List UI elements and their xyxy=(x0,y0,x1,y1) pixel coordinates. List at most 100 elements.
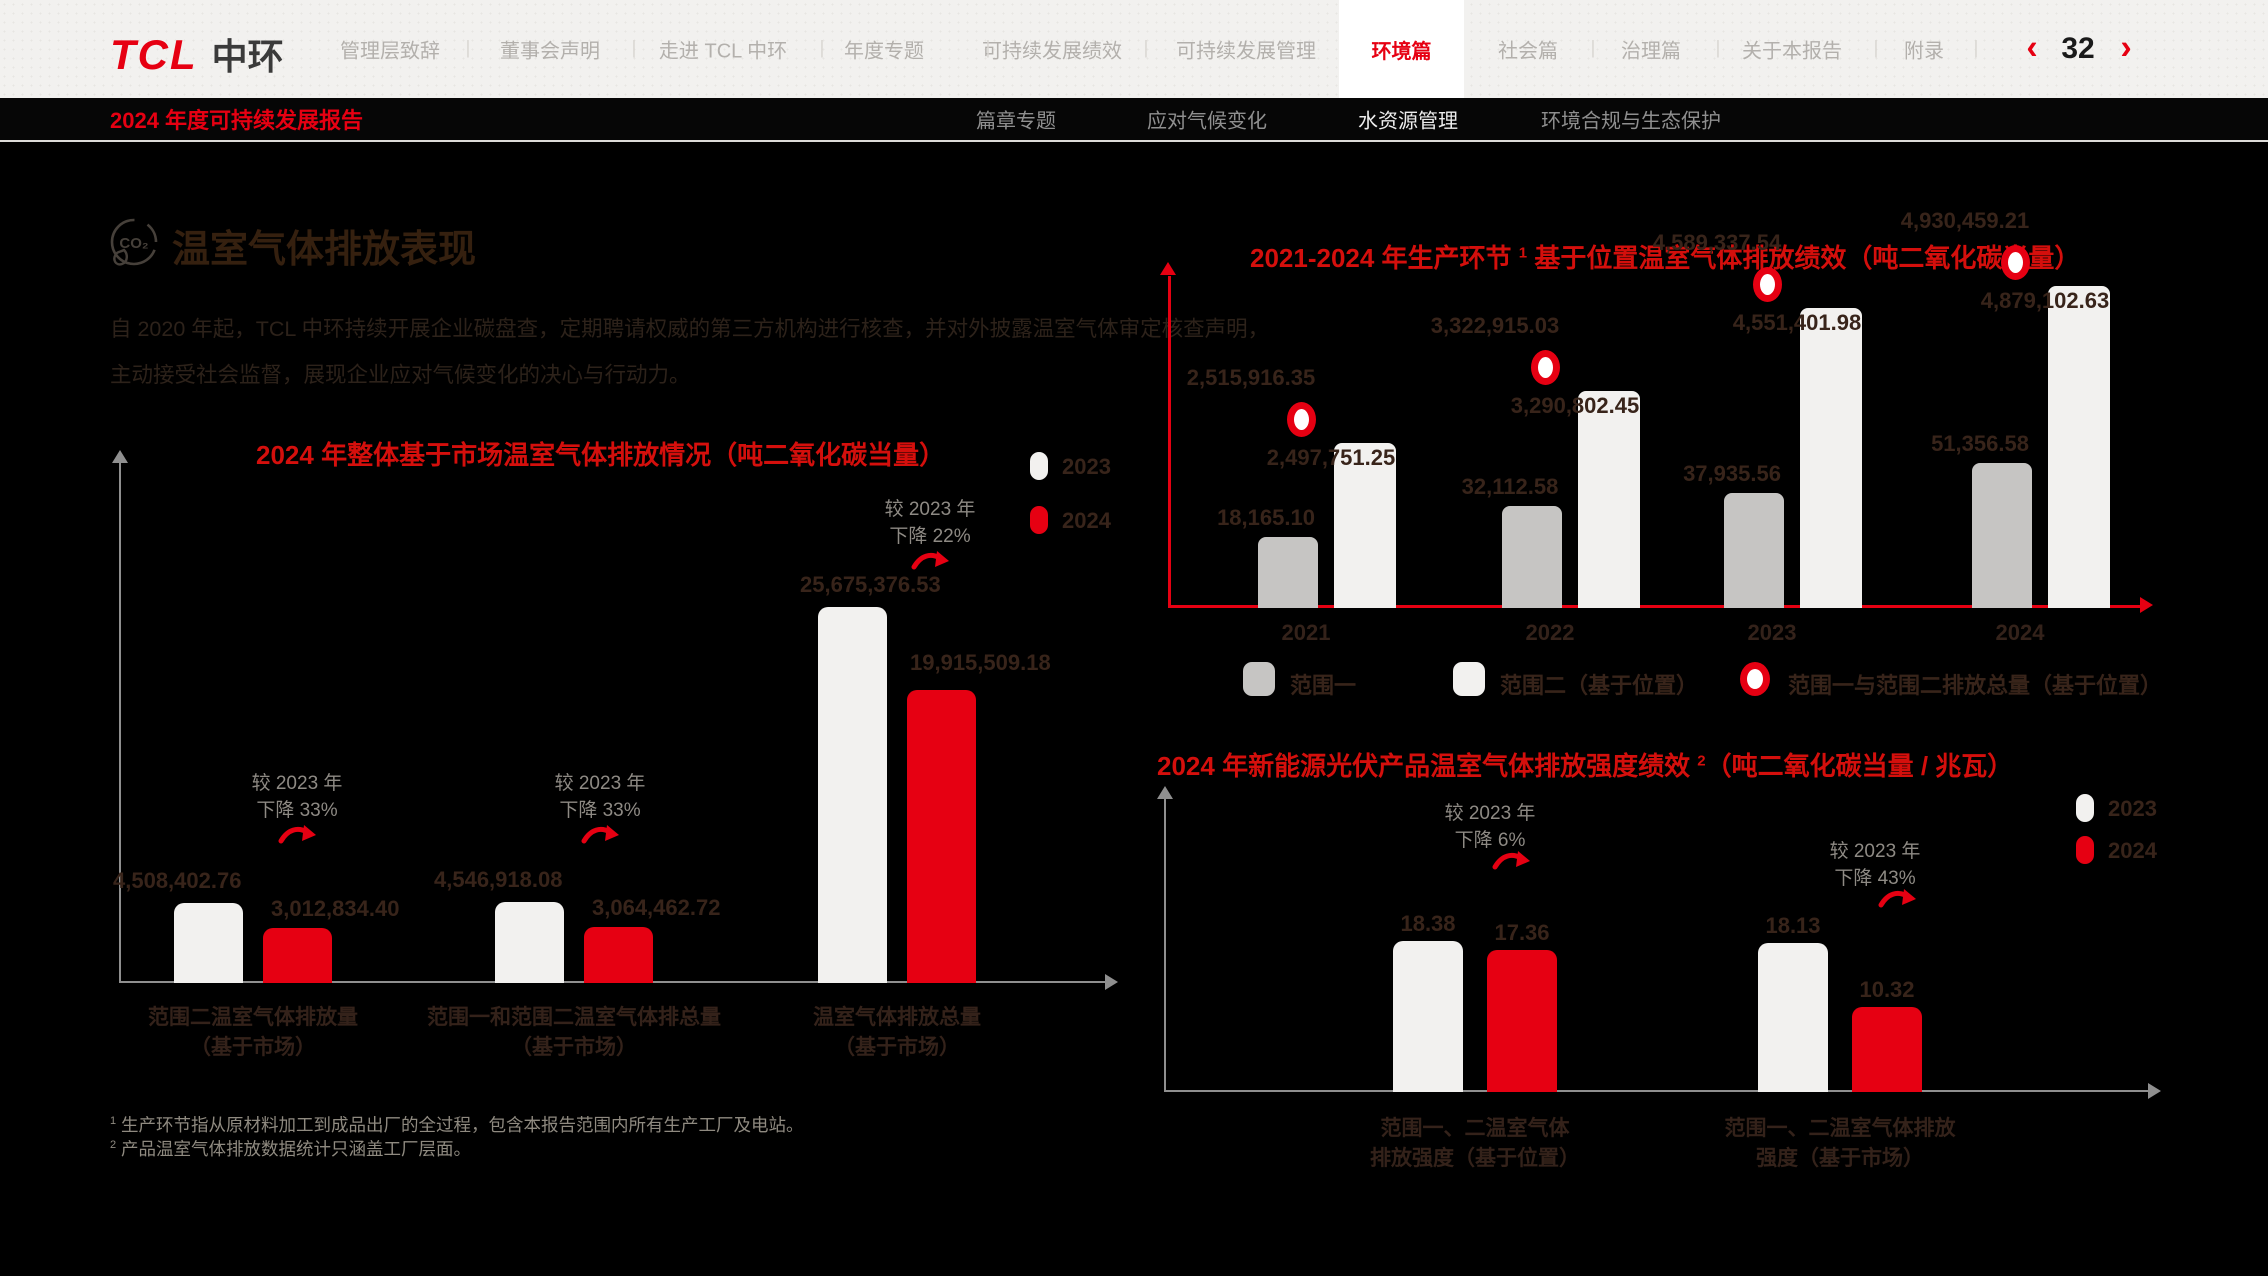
legend-total-ring-icon xyxy=(1740,662,1770,696)
chart-title: 2024 年整体基于市场温室气体排放情况（吨二氧化碳当量） xyxy=(256,440,946,470)
nav-item-年度专题[interactable]: 年度专题 xyxy=(844,40,924,63)
section-navigation-bar: 2024 年度可持续发展报告 篇章专题 应对气候变化 水资源管理 环境合规与生态保护 xyxy=(0,98,2268,142)
legend-swatch-scope1 xyxy=(1243,662,1275,696)
axis-arrow-icon xyxy=(112,450,128,463)
y-axis xyxy=(119,463,121,983)
subnav-item-水资源管理[interactable]: 水资源管理 xyxy=(1358,110,1458,133)
nav-item-附录[interactable]: 附录 xyxy=(1904,40,1944,63)
scope2-value-label: 4,551,401.98 xyxy=(1732,310,1862,335)
total-value-label: 3,322,915.03 xyxy=(1430,313,1560,338)
category-label-line2: 强度（基于市场） xyxy=(1756,1147,1924,1170)
category-label-line1: 范围一、二温室气体排放 xyxy=(1724,1117,1956,1140)
axis-arrow-icon xyxy=(2148,1083,2161,1099)
legend-label-2024: 2024 xyxy=(2108,838,2157,863)
bar-value-label-2023: 4,546,918.08 xyxy=(434,867,563,892)
scope1-value-label: 32,112.58 xyxy=(1461,474,1559,499)
axis-arrow-icon xyxy=(1157,786,1173,799)
change-note: 较 2023 年下降 33% xyxy=(554,773,646,821)
bar-value-label-2023: 25,675,376.53 xyxy=(800,572,941,597)
category-label-line1: 温室气体排放总量 xyxy=(813,1006,981,1029)
intro-paragraph-line2: 主动接受社会监督，展现企业应对气候变化的决心与行动力。 xyxy=(110,363,691,387)
legend-label-total: 范围一与范围二排放总量（基于位置） xyxy=(1788,673,2163,698)
bar-2024-2 xyxy=(584,927,653,983)
bar-scope1-2022 xyxy=(1502,506,1562,608)
nav-separator: | xyxy=(1715,37,1721,58)
bar-2023-2 xyxy=(495,902,564,983)
legend-label-scope2: 范围二（基于位置） xyxy=(1500,673,1699,698)
legend-label-2023: 2023 xyxy=(1062,454,1111,479)
year-label-2024: 2024 xyxy=(1995,620,2045,645)
bar-value-label-2023: 18.13 xyxy=(1765,913,1821,938)
section-title: 温室气体排放表现 xyxy=(172,229,477,271)
nav-item-治理篇[interactable]: 治理篇 xyxy=(1621,40,1681,63)
x-axis xyxy=(1168,605,2143,608)
report-title: 2024 年度可持续发展报告 xyxy=(110,108,364,133)
scope2-value-label: 4,879,102.63 xyxy=(1980,288,2110,313)
decrease-arrow-icon xyxy=(278,825,316,844)
legend-swatch-2024 xyxy=(2076,836,2094,864)
scope2-value-label: 2,497,751.25 xyxy=(1266,445,1396,470)
category-label-line1: 范围二温室气体排放量 xyxy=(148,1006,358,1029)
bar-value-label-2024: 3,064,462.72 xyxy=(592,895,721,920)
bar-2023-1 xyxy=(174,903,243,983)
nav-item-关于本报告[interactable]: 关于本报告 xyxy=(1742,40,1842,63)
bar-scope2-2022 xyxy=(1578,391,1640,608)
nav-item-走进 TCL 中环[interactable]: 走进 TCL 中环 xyxy=(658,40,788,63)
axis-arrow-icon xyxy=(1160,262,1176,275)
bar-2023-2 xyxy=(1758,943,1828,1092)
tcl-zhonghuan-logo: TCL 中环 xyxy=(110,28,284,80)
nav-separator: | xyxy=(1590,37,1596,58)
decrease-arrow-icon xyxy=(1878,889,1916,908)
chart-title: 2021-2024 年生产环节 1 基于位置温室气体排放绩效（吨二氧化碳当量） xyxy=(1250,243,2081,273)
legend-label-2023: 2023 xyxy=(2108,796,2157,821)
x-axis xyxy=(1164,1090,2154,1092)
subnav-item-篇章专题[interactable]: 篇章专题 xyxy=(976,110,1056,133)
category-label-line2: （基于市场） xyxy=(190,1036,316,1059)
nav-item-可持续发展绩效[interactable]: 可持续发展绩效 xyxy=(982,40,1122,63)
legend-label-scope1: 范围一 xyxy=(1290,673,1357,698)
nav-item-社会篇[interactable]: 社会篇 xyxy=(1498,40,1558,63)
change-note: 较 2023 年下降 43% xyxy=(1829,841,1921,889)
svg-text:CO₂: CO₂ xyxy=(119,235,148,252)
category-label-line2: 排放强度（基于位置） xyxy=(1370,1147,1580,1170)
subnav-item-环境合规与生态保护[interactable]: 环境合规与生态保护 xyxy=(1541,110,1721,133)
nav-item-董事会声明[interactable]: 董事会声明 xyxy=(500,40,600,63)
nav-separator: | xyxy=(1873,37,1879,58)
legend-swatch-2024 xyxy=(1030,506,1048,534)
chart-title: 2024 年新能源光伏产品温室气体排放强度绩效 2（吨二氧化碳当量 / 兆瓦） xyxy=(1157,751,2014,781)
logo-zhonghuan-text: 中环 xyxy=(211,36,284,77)
prev-page-icon[interactable]: ‹ xyxy=(2026,28,2038,67)
top-navigation-bar: TCL 中环 管理层致辞 董事会声明 走进 TCL 中环 年度专题 可持续发展绩效 可持续发… xyxy=(0,0,2268,98)
bar-value-label-2024: 3,012,834.40 xyxy=(271,896,400,921)
nav-separator: | xyxy=(1973,37,1979,58)
category-label-line2: （基于市场） xyxy=(834,1036,960,1059)
nav-separator: | xyxy=(465,37,471,58)
bar-value-label-2024: 19,915,509.18 xyxy=(910,650,1051,675)
decrease-arrow-icon xyxy=(1492,851,1530,870)
bar-2024-3 xyxy=(907,690,976,983)
legend-swatch-scope2 xyxy=(1453,662,1485,696)
axis-arrow-icon xyxy=(1105,974,1118,990)
subnav-item-应对气候变化[interactable]: 应对气候变化 xyxy=(1147,110,1267,133)
category-label-line2: （基于市场） xyxy=(511,1036,637,1059)
legend-swatch-2023 xyxy=(1030,452,1048,480)
footnote-1: 1 生产环节指从原材料加工到成品出厂的全过程，包含本报告范围内所有生产工厂及电站… xyxy=(110,1115,804,1135)
nav-item-管理层致辞[interactable]: 管理层致辞 xyxy=(340,40,440,63)
total-ring-marker-2023 xyxy=(1753,267,1782,302)
category-label-line1: 范围一、二温室气体 xyxy=(1380,1117,1570,1140)
total-ring-marker-2024 xyxy=(2001,245,2030,280)
change-note: 较 2023 年下降 33% xyxy=(251,773,343,821)
category-label-line1: 范围一和范围二温室气体排总量 xyxy=(427,1006,721,1029)
total-ring-marker-2022 xyxy=(1531,350,1560,385)
nav-item-可持续发展管理[interactable]: 可持续发展管理 xyxy=(1176,40,1316,63)
next-page-icon[interactable]: › xyxy=(2120,28,2132,67)
bar-scope1-2024 xyxy=(1972,463,2032,608)
axis-arrow-icon xyxy=(2140,597,2153,613)
decrease-arrow-icon xyxy=(581,825,619,844)
bar-scope1-2023 xyxy=(1724,493,1784,608)
nav-separator: | xyxy=(1143,37,1149,58)
tab-环境篇[interactable]: 环境篇 xyxy=(1339,0,1464,98)
change-note: 较 2023 年下降 6% xyxy=(1444,803,1536,851)
logo-tcl-text: TCL xyxy=(110,31,198,78)
